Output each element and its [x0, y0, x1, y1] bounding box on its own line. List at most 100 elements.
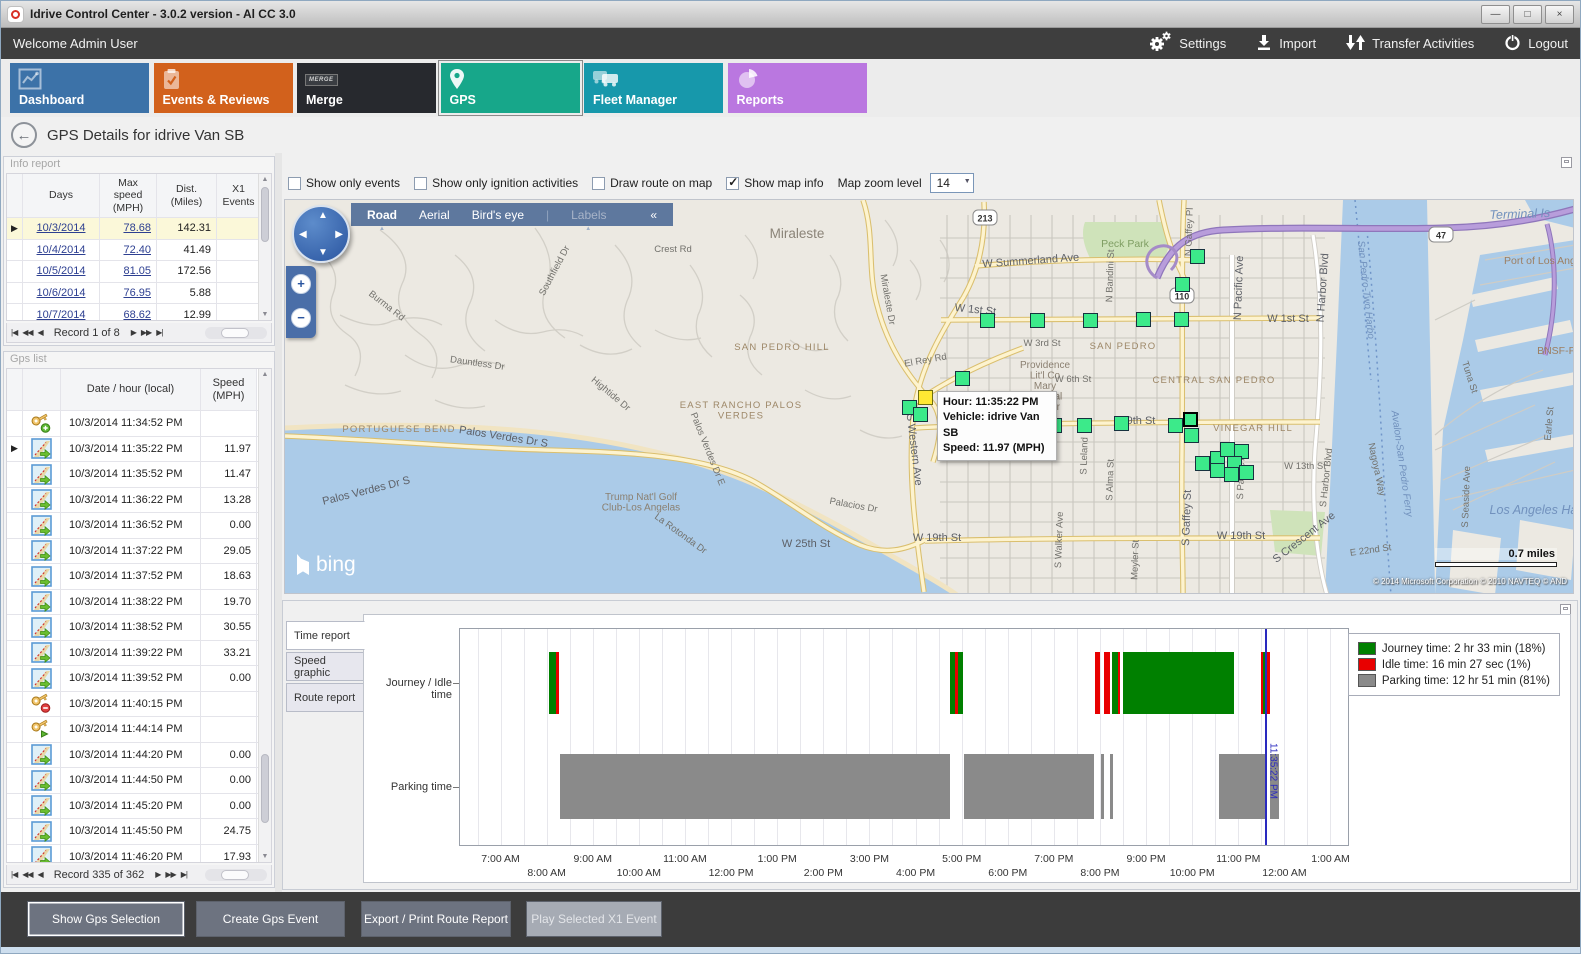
table-row[interactable]: 10/3/2014 11:44:20 PM 0.00	[7, 742, 271, 768]
day-link[interactable]: 10/3/2014	[36, 222, 86, 235]
gps-point-marker[interactable]	[954, 370, 970, 386]
maximize-button[interactable]: □	[1513, 4, 1542, 24]
export-print-route-report-button[interactable]: Export / Print Route Report	[361, 901, 511, 937]
max-speed-link[interactable]: 76.95	[123, 287, 151, 300]
gps-point-marker[interactable]	[1173, 311, 1189, 327]
day-link[interactable]: 10/6/2014	[36, 287, 86, 300]
gps-point-marker[interactable]	[1174, 276, 1190, 292]
gps-point-marker[interactable]	[1076, 417, 1092, 433]
table-row[interactable]: 10/3/2014 11:36:52 PM 0.00	[7, 513, 271, 539]
gps-point-marker[interactable]	[1113, 415, 1129, 431]
gps-point-marker[interactable]	[912, 406, 928, 422]
gps-point-marker[interactable]	[1029, 312, 1045, 328]
gps-point-marker[interactable]	[1209, 462, 1225, 478]
table-row[interactable]: 10/6/2014 76.95 5.88	[7, 282, 271, 305]
hscroll-thumb[interactable]	[221, 869, 249, 880]
day-link[interactable]: 10/4/2014	[36, 243, 86, 256]
tab-speed-graphic[interactable]: Speed graphic	[286, 652, 364, 681]
gps-point-marker[interactable]	[979, 312, 995, 328]
table-row[interactable]: 10/3/2014 11:39:22 PM 33.21	[7, 640, 271, 666]
max-speed-link[interactable]: 72.40	[123, 243, 151, 256]
table-row[interactable]: 10/3/2014 11:46:20 PM 17.93	[7, 844, 271, 862]
import-button[interactable]: Import	[1256, 34, 1316, 54]
checkbox-box[interactable]	[288, 176, 301, 190]
pager-next-last-button[interactable]: ▶|	[156, 328, 163, 337]
gps-point-marker[interactable]	[1183, 427, 1199, 443]
map-view-bird-s-eye[interactable]: Bird's eye	[471, 207, 524, 222]
pager-next-last-button[interactable]: ▶|	[180, 870, 188, 879]
bing-map[interactable]: Burma Rd Southfield Dr Crest Rd Miraleste Mi…	[284, 199, 1574, 594]
create-gps-event-button[interactable]: Create Gps Event	[196, 901, 345, 937]
table-row[interactable]: 10/3/2014 11:40:15 PM	[7, 691, 271, 717]
map-view-road[interactable]: Road	[367, 208, 397, 232]
pager-first-prev-button[interactable]: ◀◀	[22, 328, 33, 337]
gps-point-marker[interactable]	[1182, 411, 1198, 427]
map-toolbar-collapse-button[interactable]: «	[650, 207, 657, 222]
table-row[interactable]: 10/3/2014 11:37:22 PM 29.05	[7, 538, 271, 564]
map-zoom-in-button[interactable]: +	[291, 274, 311, 294]
gps-point-marker[interactable]	[1189, 248, 1205, 264]
nav-tile-fleet-manager[interactable]: Fleet Manager	[584, 63, 723, 113]
pager-first-prev-button[interactable]: |◀	[11, 328, 18, 337]
checkbox-box[interactable]	[414, 176, 428, 190]
map-view-aerial[interactable]: Aerial	[419, 207, 450, 222]
checkbox-box[interactable]	[726, 175, 740, 190]
table-row[interactable]: 10/7/2014 68.62 12.99	[7, 304, 271, 321]
table-row[interactable]: 10/3/2014 11:39:52 PM 0.00	[7, 666, 271, 692]
table-row[interactable]: 10/3/2014 11:36:22 PM 13.28	[7, 487, 271, 513]
table-row[interactable]: 10/3/2014 11:45:50 PM 24.75	[7, 819, 271, 845]
tab-route-report[interactable]: Route report	[286, 683, 364, 712]
pager-first-prev-button[interactable]: |◀	[11, 870, 18, 879]
table-row[interactable]: 10/3/2014 11:44:50 PM 0.00	[7, 768, 271, 794]
window-titlebar[interactable]: Idrive Control Center - 3.0.2 version - …	[1, 1, 1580, 28]
table-row[interactable]: 10/3/2014 11:45:20 PM 0.00	[7, 793, 271, 819]
back-button[interactable]: ←	[11, 122, 37, 148]
table-row[interactable]: 10/4/2014 72.40 41.49	[7, 239, 271, 262]
table-row[interactable]: ▶ 10/3/2014 11:35:22 PM 11.97	[7, 436, 271, 462]
gps-point-marker[interactable]	[1135, 311, 1151, 327]
nav-tile-dashboard[interactable]: Dashboard	[10, 63, 149, 113]
table-row[interactable]: 10/3/2014 11:35:52 PM 11.47	[7, 462, 271, 488]
pager-first-prev-button[interactable]: ◀	[37, 870, 44, 879]
gps-point-marker[interactable]	[1082, 312, 1098, 328]
panel-splitter[interactable]	[275, 153, 282, 892]
nav-tile-events-reviews[interactable]: Events & Reviews	[153, 63, 293, 113]
transfer-activities-button[interactable]: Transfer Activities	[1346, 34, 1474, 54]
info-report-vscrollbar[interactable]: ▲ ▼	[258, 174, 271, 320]
pager-first-prev-button[interactable]: ◀◀	[22, 870, 33, 879]
day-link[interactable]: 10/5/2014	[36, 265, 86, 278]
nav-tile-merge[interactable]: MERGE Merge	[297, 63, 436, 113]
show-gps-selection-button[interactable]: Show Gps Selection	[27, 901, 185, 937]
gps-point-marker[interactable]	[1194, 455, 1210, 471]
max-speed-link[interactable]: 78.68	[123, 222, 151, 235]
nav-tile-reports[interactable]: Reports	[727, 63, 867, 113]
table-row[interactable]: 10/3/2014 11:38:22 PM 19.70	[7, 589, 271, 615]
table-row[interactable]: 10/3/2014 11:44:14 PM	[7, 717, 271, 743]
map-pan-compass[interactable]: ▲ ▼ ◀ ▶	[292, 205, 350, 263]
nav-tile-gps[interactable]: GPS	[437, 60, 583, 116]
table-row[interactable]: 10/5/2014 81.05 172.56	[7, 261, 271, 283]
pager-next-last-button[interactable]: ▶▶	[140, 328, 152, 337]
table-row[interactable]: 10/3/2014 11:37:52 PM 18.63	[7, 564, 271, 590]
checkbox-show-only-events[interactable]: Show only events	[288, 176, 400, 190]
gps-point-marker[interactable]	[1219, 441, 1235, 457]
table-row[interactable]: 10/3/2014 11:38:52 PM 30.55	[7, 615, 271, 641]
checkbox-draw-route-on-map[interactable]: Draw route on map	[592, 176, 712, 190]
pager-next-last-button[interactable]: ▶	[155, 870, 161, 879]
settings-button[interactable]: Settings	[1148, 31, 1226, 56]
pager-first-prev-button[interactable]: ◀	[37, 328, 44, 337]
checkbox-show-only-ignition-activities[interactable]: Show only ignition activities	[414, 176, 578, 190]
minimize-button[interactable]: —	[1481, 4, 1510, 24]
pager-hscrollbar[interactable]	[205, 326, 267, 339]
checkbox-box[interactable]	[592, 176, 606, 190]
gps-point-marker[interactable]	[1238, 464, 1254, 480]
gps-list-vscrollbar[interactable]: ▲ ▼	[258, 369, 271, 862]
day-link[interactable]: 10/7/2014	[36, 308, 86, 321]
map-zoom-level-select[interactable]: 14	[929, 173, 974, 193]
hscroll-thumb[interactable]	[221, 327, 249, 338]
pager-next-last-button[interactable]: ▶	[130, 328, 137, 337]
map-panel-collapse-button[interactable]	[1561, 157, 1572, 168]
logout-button[interactable]: Logout	[1504, 33, 1568, 54]
max-speed-link[interactable]: 68.62	[123, 308, 151, 321]
tab-time-report[interactable]: Time report	[286, 621, 365, 650]
